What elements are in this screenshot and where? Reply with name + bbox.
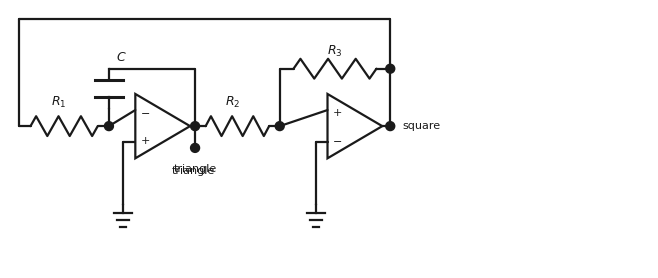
Text: $+$: $+$ <box>332 106 343 118</box>
Circle shape <box>275 122 284 131</box>
Text: $-$: $-$ <box>332 135 343 145</box>
Text: $R_1$: $R_1$ <box>51 95 67 110</box>
Circle shape <box>386 122 395 131</box>
Text: $R_2$: $R_2$ <box>225 95 240 110</box>
Text: $C$: $C$ <box>116 51 126 64</box>
Text: $+$: $+$ <box>140 135 151 146</box>
Circle shape <box>191 122 199 131</box>
Text: $-$: $-$ <box>140 107 150 117</box>
Circle shape <box>105 122 113 131</box>
Text: triangle: triangle <box>172 166 215 176</box>
Text: $R_3$: $R_3$ <box>327 44 343 59</box>
Circle shape <box>191 143 199 152</box>
Text: square: square <box>402 121 440 131</box>
Circle shape <box>386 64 395 73</box>
Text: triangle: triangle <box>174 164 216 174</box>
